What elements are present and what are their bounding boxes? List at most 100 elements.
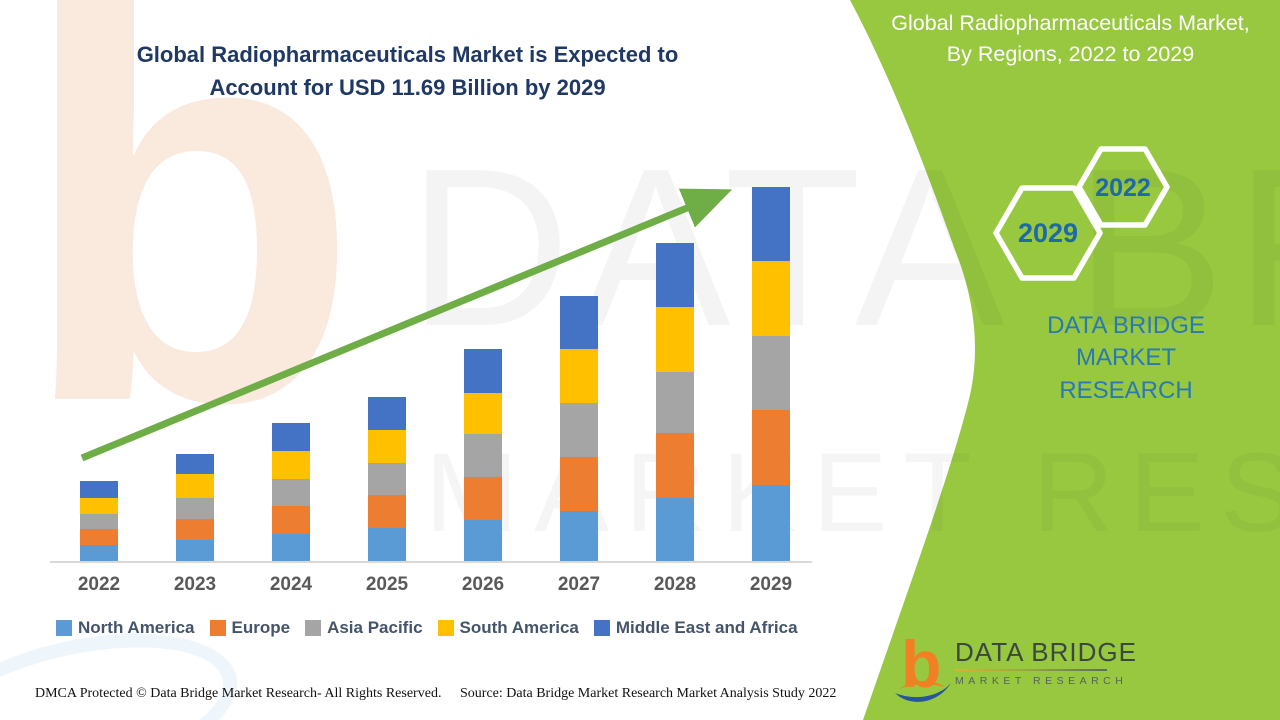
page-title: Global Radiopharmaceuticals Market is Ex… — [85, 38, 730, 104]
bar-2026-segment-south-america — [464, 392, 502, 435]
legend-item-asia-pacific: Asia Pacific — [305, 618, 423, 638]
logo-subtitle: MARKET RESEARCH — [955, 675, 1128, 687]
legend-label-north-america: North America — [78, 618, 195, 637]
bar-2027 — [560, 296, 598, 561]
bar-2026-segment-north-america — [464, 520, 502, 561]
x-axis-line — [50, 561, 812, 563]
bar-2024-segment-north-america — [272, 534, 310, 561]
legend-item-south-america: South America — [437, 618, 579, 638]
legend-label-south-america: South America — [459, 618, 579, 637]
hexagon-2029 — [993, 185, 1103, 281]
bar-2027-segment-south-america — [560, 349, 598, 403]
bar-2029-segment-asia-pacific — [752, 335, 790, 410]
bar-2025-segment-south-america — [368, 430, 406, 464]
bar-2028 — [656, 243, 694, 561]
legend-swatch-europe — [209, 620, 226, 636]
legend-swatch-asia-pacific — [305, 620, 322, 636]
bar-2029-segment-europe — [752, 410, 790, 485]
hexagon-badges: 2029 2022 — [993, 146, 1170, 281]
x-axis-label-2028: 2028 — [653, 574, 697, 595]
legend-label-asia-pacific: Asia Pacific — [327, 618, 423, 637]
bar-2025-segment-europe — [368, 495, 406, 529]
bar-2025-segment-north-america — [368, 528, 406, 561]
logo-text: DATA BRIDGE MARKET RESEARCH — [955, 637, 1137, 687]
bar-2029 — [752, 187, 790, 561]
stacked-bar-chart: 2022 2023 2024 2025 2026 2027 2028 2029 — [50, 187, 812, 595]
page-title-line2: Account for USD 11.69 Billion by 2029 — [209, 75, 606, 100]
bar-2027-segment-europe — [560, 457, 598, 512]
bar-2029-segment-north-america — [752, 484, 790, 561]
bar-2023-segment-north-america — [176, 539, 214, 561]
hexagon-2022 — [1076, 146, 1170, 228]
bar-2028-segment-middle-east-and-africa — [656, 243, 694, 307]
brand-caption: DATA BRIDGE MARKET RESEARCH — [995, 310, 1257, 407]
bar-2024-segment-europe — [272, 506, 310, 535]
x-axis-label-2029: 2029 — [749, 574, 793, 595]
legend-swatch-south-america — [437, 620, 454, 636]
chart-legend: North America Europe Asia Pacific South Ame… — [56, 618, 798, 638]
legend-label-middle-east-and-africa: Middle East and Africa — [615, 618, 798, 637]
x-axis-label-2022: 2022 — [77, 574, 121, 595]
legend-swatch-north-america — [56, 620, 72, 636]
bar-2024-segment-south-america — [272, 451, 310, 480]
bar-2027-segment-north-america — [560, 511, 598, 561]
legend-item-north-america: North America — [56, 618, 195, 638]
bar-2029-segment-south-america — [752, 261, 790, 336]
legend-swatch-middle-east-and-africa — [593, 620, 610, 636]
bar-2024-segment-middle-east-and-africa — [272, 423, 310, 452]
x-axis-label-2027: 2027 — [557, 574, 601, 595]
data-bridge-logo: b DATA BRIDGE MARKET RESEARCH — [893, 627, 1137, 709]
bar-2023-segment-asia-pacific — [176, 498, 214, 519]
bar-2022-segment-europe — [80, 529, 118, 545]
logo-rule — [955, 669, 1107, 671]
bar-2028-segment-asia-pacific — [656, 371, 694, 433]
bar-2023-segment-middle-east-and-africa — [176, 453, 214, 474]
legend-item-middle-east-and-africa: Middle East and Africa — [593, 618, 798, 638]
bar-2023 — [176, 453, 214, 561]
bar-2028-segment-north-america — [656, 498, 694, 561]
green-panel-shape — [850, 0, 1280, 720]
brand-caption-line2: RESEARCH — [1059, 376, 1193, 404]
bar-2026-segment-asia-pacific — [464, 434, 502, 477]
source-note: Source: Data Bridge Market Research Mark… — [460, 686, 837, 701]
bar-2026-segment-middle-east-and-africa — [464, 349, 502, 393]
bar-2022-segment-north-america — [80, 545, 118, 561]
bar-2025-segment-middle-east-and-africa — [368, 397, 406, 431]
hexagon-2022-label: 2022 — [1095, 174, 1151, 202]
panel-title-line1: Global Radiopharmaceuticals Market, — [891, 11, 1250, 35]
x-axis-label-2023: 2023 — [173, 574, 217, 595]
bar-2027-segment-middle-east-and-africa — [560, 296, 598, 350]
dmca-notice: DMCA Protected © Data Bridge Market Rese… — [35, 686, 442, 701]
bar-2027-segment-asia-pacific — [560, 402, 598, 458]
bar-2023-segment-europe — [176, 518, 214, 540]
bar-2026 — [464, 349, 502, 561]
page-title-line1: Global Radiopharmaceuticals Market is Ex… — [136, 42, 679, 67]
bar-2024-segment-asia-pacific — [272, 479, 310, 507]
bar-2022-segment-south-america — [80, 497, 118, 514]
bar-2022 — [80, 481, 118, 561]
hexagon-2029-label: 2029 — [1018, 218, 1078, 248]
bar-2028-segment-europe — [656, 432, 694, 499]
x-axis-label-2025: 2025 — [365, 574, 409, 595]
svg-text:b: b — [901, 631, 941, 701]
bar-2022-segment-asia-pacific — [80, 513, 118, 529]
legend-item-europe: Europe — [209, 618, 291, 638]
bar-2029-segment-middle-east-and-africa — [752, 187, 790, 262]
logo-b-icon: b — [895, 627, 951, 702]
bar-2028-segment-south-america — [656, 306, 694, 372]
panel-title-line2: By Regions, 2022 to 2029 — [946, 42, 1195, 67]
bar-2024 — [272, 423, 310, 561]
x-axis-label-2024: 2024 — [269, 574, 313, 595]
brand-caption-line1: DATA BRIDGE MARKET — [1047, 312, 1205, 372]
legend-label-europe: Europe — [231, 618, 291, 637]
panel-title: Global Radiopharmaceuticals Market, By R… — [863, 8, 1278, 70]
bar-2026-segment-europe — [464, 476, 502, 521]
bar-2025-segment-asia-pacific — [368, 463, 406, 496]
x-axis-label-2026: 2026 — [461, 574, 505, 595]
bar-2022-segment-middle-east-and-africa — [80, 481, 118, 498]
bar-2025 — [368, 397, 406, 561]
logo-name: DATA BRIDGE — [955, 637, 1137, 667]
bar-2023-segment-south-america — [176, 474, 214, 499]
